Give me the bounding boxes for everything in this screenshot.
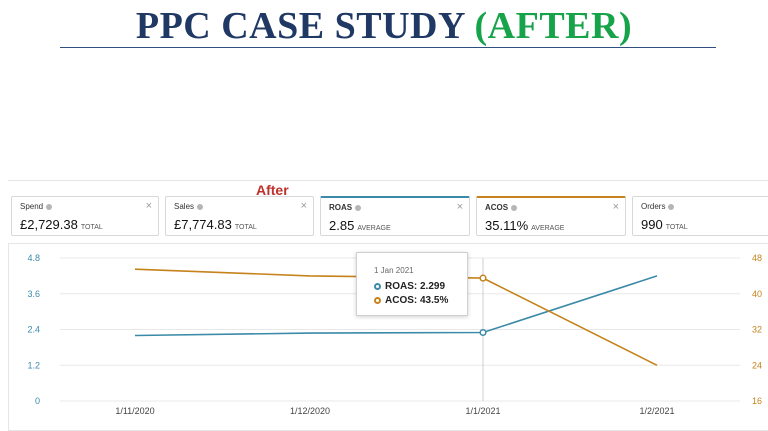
close-icon[interactable]: × [456,201,463,213]
info-icon [197,203,204,210]
x-tick-label: 1/11/2020 [115,406,154,416]
tooltip-roas: ROAS: 2.299 [374,281,445,292]
after-annotation: After [256,182,289,198]
tooltip-acos: ACOS: 43.5% [374,295,448,306]
close-icon[interactable]: × [145,200,152,212]
y-right-tick-label: 16 [752,396,762,406]
point-acos [479,274,487,282]
page-title-accent: (AFTER) [474,5,633,47]
y-left-tick-label: 2.4 [27,325,40,335]
tooltip-date: 1 Jan 2021 [374,266,414,275]
metric-card-sales[interactable]: Sales × £7,774.83 TOTAL [165,196,314,236]
metric-value-orders: 990 TOTAL [641,217,688,232]
close-icon[interactable]: × [300,200,307,212]
metric-label-spend: Spend [20,202,53,211]
metric-label-roas: ROAS [329,203,362,212]
metric-card-acos[interactable]: ACOS × 35.11% AVERAGE [476,196,626,236]
dashboard-top-border [8,180,768,181]
acos-marker-icon [374,297,381,304]
x-tick-label: 1/12/2020 [290,406,330,416]
metric-value-spend: £2,729.38 TOTAL [20,217,103,232]
y-right-tick-label: 32 [752,325,762,335]
y-left-tick-label: 3.6 [27,289,40,299]
info-icon [355,204,362,211]
y-left-tick-label: 4.8 [27,253,40,263]
page-title: PPC CASE STUDY (AFTER) [0,4,768,48]
metric-card-roas[interactable]: ROAS × 2.85 AVERAGE [320,196,470,236]
metric-value-roas: 2.85 AVERAGE [329,218,391,233]
chart-tooltip: 1 Jan 2021 ROAS: 2.299 ACOS: 43.5% [356,252,468,316]
x-tick-label: 1/1/2021 [465,406,500,416]
metric-label-acos: ACOS [485,203,518,212]
y-right-tick-label: 48 [752,253,762,263]
metric-label-orders: Orders [641,202,675,211]
y-left-tick-label: 1.2 [27,360,40,370]
info-icon [668,203,675,210]
y-right-tick-label: 40 [752,289,762,299]
close-icon[interactable]: × [612,201,619,213]
y-right-tick-label: 24 [752,360,762,370]
roas-marker-icon [374,283,381,290]
point-roas [479,328,487,337]
title-underline [60,47,716,48]
metric-card-orders[interactable]: Orders 990 TOTAL [632,196,768,236]
x-tick-label: 1/2/2021 [639,406,674,416]
metric-label-sales: Sales [174,202,204,211]
y-left-tick-label: 0 [35,396,40,406]
metric-card-spend[interactable]: Spend × £2,729.38 TOTAL [11,196,159,236]
info-icon [511,204,518,211]
info-icon [46,203,53,210]
page-title-main: PPC CASE STUDY [135,5,465,47]
metric-value-sales: £7,774.83 TOTAL [174,217,257,232]
series-line-roas [134,275,658,337]
metric-value-acos: 35.11% AVERAGE [485,218,565,233]
